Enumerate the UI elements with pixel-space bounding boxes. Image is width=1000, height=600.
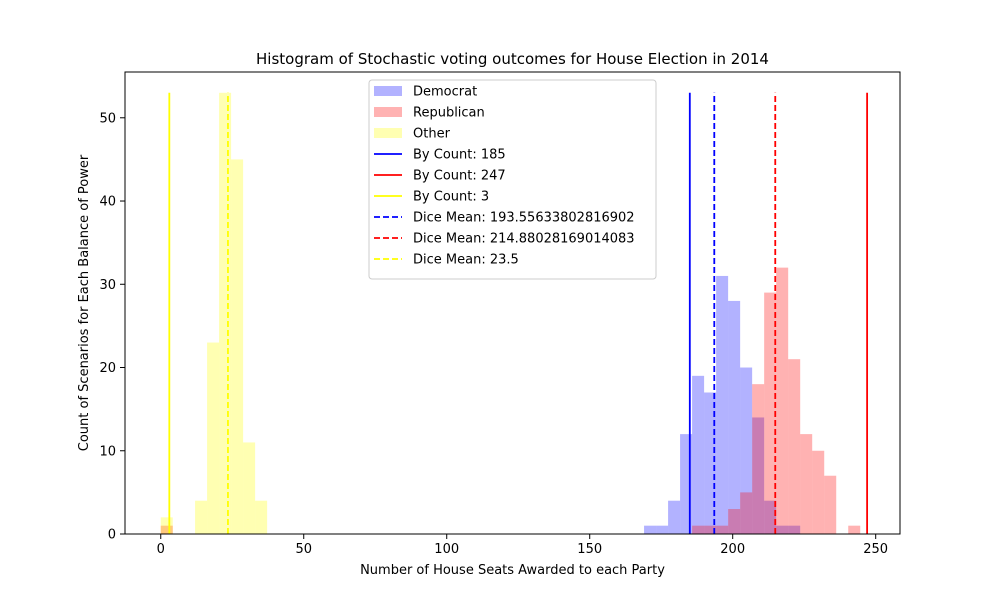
x-tick-label: 250	[863, 542, 888, 557]
republican-bar-4	[728, 509, 741, 534]
x-tick-label: 0	[157, 542, 165, 557]
x-tick-label: 100	[434, 542, 459, 557]
legend-label: Dice Mean: 23.5	[413, 253, 519, 268]
legend-label: Democrat	[413, 85, 477, 100]
legend-swatch	[374, 86, 402, 96]
democrat-bar-9	[752, 417, 765, 534]
legend-label: By Count: 185	[413, 148, 506, 163]
x-tick-label: 50	[295, 542, 312, 557]
republican-bar-6	[752, 384, 765, 534]
legend-label: By Count: 247	[413, 169, 506, 184]
democrat-bar-0	[644, 525, 657, 534]
y-tick-label: 40	[99, 195, 116, 210]
democrat-bar-1	[656, 525, 669, 534]
y-tick-label: 10	[99, 444, 116, 459]
plot-area	[160, 92, 869, 535]
y-axis: 0 10 20 30 40 50	[99, 111, 125, 543]
republican-bar-2	[704, 525, 717, 534]
legend-label: By Count: 3	[413, 190, 489, 205]
y-axis-label: Count of Scenarios for Each Balance of P…	[77, 154, 92, 451]
x-axis-label: Number of House Seats Awarded to each Pa…	[360, 563, 665, 578]
republican-bar-12	[824, 475, 837, 534]
republican-bar-7	[764, 292, 777, 534]
other-bar-0	[160, 517, 173, 534]
y-tick-label: 30	[99, 278, 116, 293]
y-tick-label: 0	[108, 528, 116, 543]
democrat-bar-7	[728, 300, 741, 534]
y-tick-label: 50	[99, 111, 116, 126]
other-bar-2	[207, 342, 220, 534]
democrat-bar-10	[764, 500, 777, 534]
legend-label: Dice Mean: 193.55633802816902	[413, 211, 635, 226]
other-bar-5	[243, 442, 256, 534]
y-tick-label: 20	[99, 361, 116, 376]
democrat-bar-4	[692, 375, 705, 534]
other-bar-3	[219, 92, 232, 534]
legend: Democrat Republican Other By Count: 185 By C…	[368, 79, 657, 280]
other-bar-1	[195, 500, 208, 534]
republican-bar-8	[776, 267, 789, 534]
legend-label: Republican	[413, 106, 485, 121]
republican-bar-13	[848, 525, 861, 534]
legend-label: Dice Mean: 214.88028169014083	[413, 232, 635, 247]
democrat-bar-6	[716, 275, 729, 534]
legend-swatch	[374, 128, 402, 138]
x-tick-label: 150	[577, 542, 602, 557]
democrat-bar-2	[668, 500, 681, 534]
axes-frame	[124, 71, 901, 535]
republican-bar-5	[740, 492, 753, 534]
republican-bar-0	[160, 525, 173, 534]
legend-label: Other	[413, 127, 451, 142]
republican-bar-9	[788, 359, 801, 534]
democrat-bar-12	[788, 525, 801, 534]
democrat-bar-11	[776, 525, 789, 534]
other-bar-4	[231, 159, 244, 535]
other-bar-6	[255, 500, 268, 534]
democrat-bar-5	[704, 392, 717, 534]
republican-bar-11	[812, 450, 825, 534]
legend-box	[368, 79, 657, 280]
chart-title: Histogram of Stochastic voting outcomes …	[256, 50, 769, 68]
x-tick-label: 200	[720, 542, 745, 557]
republican-bar-10	[800, 434, 813, 534]
x-axis: 0 50 100 150 200 250	[157, 534, 888, 557]
republican-bar-3	[716, 525, 729, 534]
democrat-bar-8	[740, 367, 753, 534]
republican-bar-1	[692, 525, 705, 534]
legend-swatch	[374, 107, 402, 117]
